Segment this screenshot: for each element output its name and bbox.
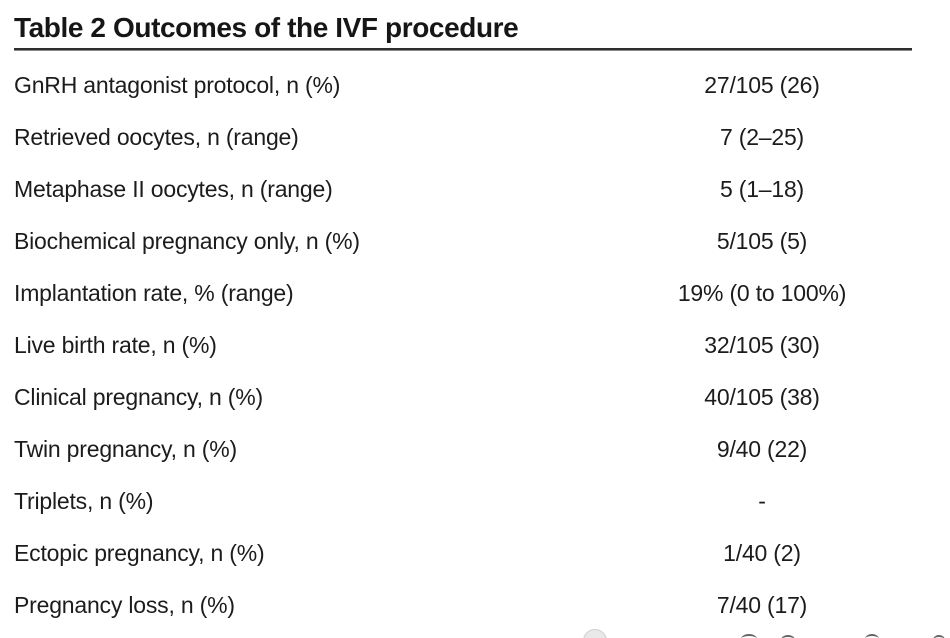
row-label: Implantation rate, % (range)	[14, 279, 294, 306]
table-row: Ectopic pregnancy, n (%) 1/40 (2)	[14, 527, 912, 579]
row-label: Live birth rate, n (%)	[14, 331, 217, 358]
row-label: Biochemical pregnancy only, n (%)	[14, 227, 360, 254]
row-value: 40/105 (38)	[704, 383, 820, 410]
table-body: GnRH antagonist protocol, n (%) 27/105 (2…	[14, 59, 912, 631]
table-row: Live birth rate, n (%) 32/105 (30)	[14, 319, 912, 371]
table-row: Metaphase II oocytes, n (range) 5 (1–18)	[14, 163, 912, 215]
row-value: 1/40 (2)	[723, 539, 801, 566]
row-value: 27/105 (26)	[704, 71, 820, 98]
table-row: Clinical pregnancy, n (%) 40/105 (38)	[14, 371, 912, 423]
row-value: 9/40 (22)	[716, 435, 808, 462]
cutoff-text-artifact	[741, 634, 757, 638]
row-value: 32/105 (30)	[704, 331, 820, 358]
row-value: 7/40 (17)	[716, 591, 808, 618]
table-row: Retrieved oocytes, n (range) 7 (2–25)	[14, 111, 912, 163]
row-value: 5 (1–18)	[719, 175, 805, 202]
row-value: 19% (0 to 100%)	[677, 279, 847, 306]
row-label: GnRH antagonist protocol, n (%)	[14, 71, 341, 98]
row-value: -	[758, 487, 766, 514]
row-value: 7 (2–25)	[719, 123, 805, 150]
cutoff-text-artifact	[781, 635, 795, 638]
row-value: 5/105 (5)	[716, 227, 808, 254]
table-container: Table 2 Outcomes of the IVF procedure Gn…	[14, 0, 912, 631]
row-label: Twin pregnancy, n (%)	[14, 435, 237, 462]
table-title: Table 2 Outcomes of the IVF procedure	[14, 12, 519, 43]
row-label: Metaphase II oocytes, n (range)	[14, 175, 333, 202]
table-row: GnRH antagonist protocol, n (%) 27/105 (2…	[14, 59, 912, 111]
cutoff-text-artifact	[865, 634, 879, 638]
row-label: Clinical pregnancy, n (%)	[14, 383, 263, 410]
cutoff-text-artifact	[933, 635, 945, 638]
title-rule-divider	[14, 48, 912, 51]
row-label: Pregnancy loss, n (%)	[14, 591, 235, 618]
table-row: Twin pregnancy, n (%) 9/40 (22)	[14, 423, 912, 475]
table-row: Implantation rate, % (range) 19% (0 to 10…	[14, 267, 912, 319]
table-row: Pregnancy loss, n (%) 7/40 (17)	[14, 579, 912, 631]
row-label: Triplets, n (%)	[14, 487, 154, 514]
table-row: Biochemical pregnancy only, n (%) 5/105 (…	[14, 215, 912, 267]
row-label: Ectopic pregnancy, n (%)	[14, 539, 265, 566]
table-row: Triplets, n (%) -	[14, 475, 912, 527]
row-label: Retrieved oocytes, n (range)	[14, 123, 299, 150]
